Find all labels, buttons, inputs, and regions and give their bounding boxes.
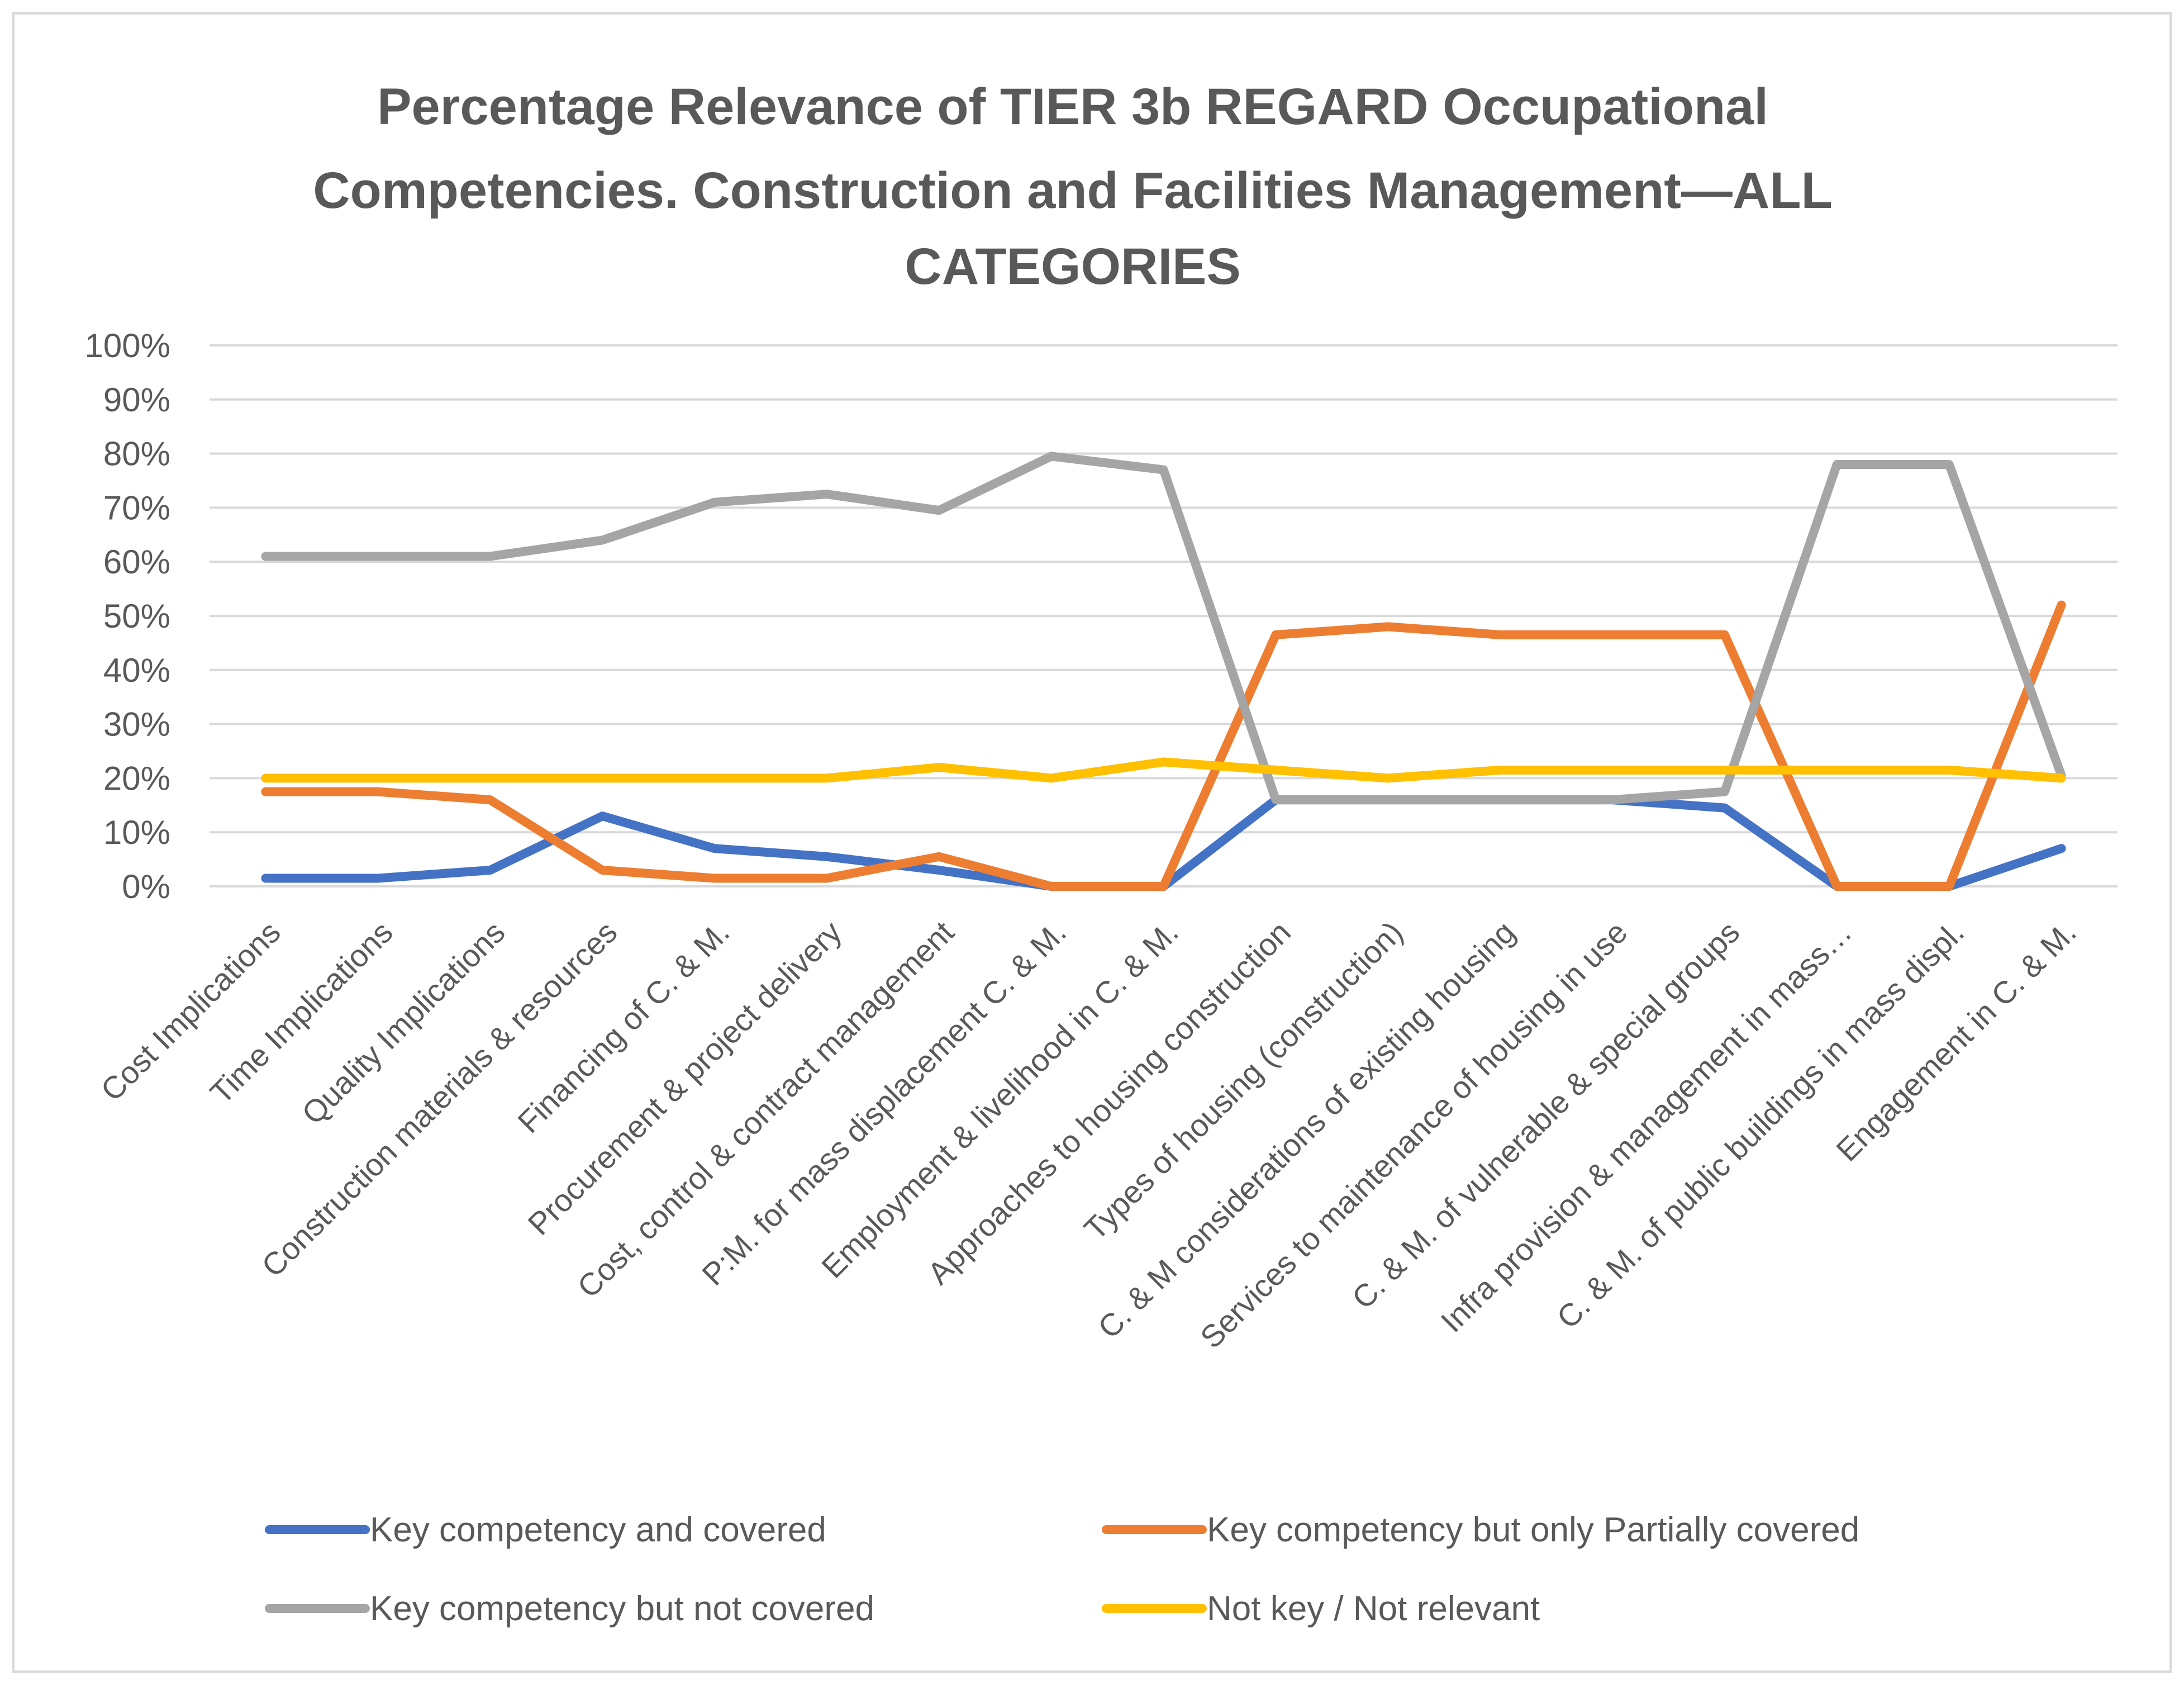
x-category-label: C. & M. of vulnerable & special groups — [1345, 914, 1746, 1316]
chart-title-line-2: Competencies. Construction and Facilitie… — [313, 162, 1833, 219]
series-line-3 — [261, 452, 2066, 805]
chart-title-line-1: Percentage Relevance of TIER 3b REGARD O… — [377, 78, 1768, 135]
x-category-label: Infra provision & management in mass… — [1434, 914, 1858, 1339]
y-tick-label: 30% — [103, 706, 170, 743]
y-tick-label: 70% — [103, 489, 170, 526]
y-axis-tick-labels: 0% 10% 20% 30% 40% 50% 60% 70% 80% 90% 100% — [85, 327, 170, 905]
chart-frame — [12, 12, 2172, 1673]
y-tick-label: 80% — [103, 435, 170, 473]
legend-label: Not key / Not relevant — [1207, 1589, 1540, 1628]
series-line-4 — [261, 757, 2066, 783]
x-category-label: Services to maintenance of housing in us… — [1193, 914, 1634, 1355]
legend-label: Key competency but only Partially covere… — [1207, 1511, 1859, 1549]
y-tick-label: 50% — [103, 597, 170, 635]
y-tick-label: 40% — [103, 652, 170, 689]
series-line-1 — [261, 795, 2066, 891]
x-category-label: Quality Implications — [295, 914, 512, 1131]
y-tick-label: 20% — [103, 760, 170, 797]
legend-label: Key competency but not covered — [370, 1589, 874, 1628]
x-category-label: Financing of C. & M. — [511, 914, 736, 1140]
series-line-2 — [261, 600, 2066, 891]
y-tick-label: 90% — [103, 381, 170, 419]
chart-title: Percentage Relevance of TIER 3b REGARD O… — [313, 78, 1833, 295]
y-tick-label: 0% — [122, 868, 170, 905]
y-tick-label: 60% — [103, 543, 170, 581]
x-category-label: C. & M considerations of existing housin… — [1091, 914, 1522, 1345]
legend: Key competency and covered Key competency… — [265, 1511, 1859, 1628]
series-lines — [261, 452, 2066, 891]
y-tick-label: 10% — [103, 814, 170, 851]
y-tick-label: 100% — [85, 327, 170, 364]
x-category-label: C. & M. of public buildings in mass disp… — [1550, 914, 1971, 1335]
chart-title-line-3: CATEGORIES — [905, 238, 1240, 295]
legend-label: Key competency and covered — [370, 1511, 826, 1549]
